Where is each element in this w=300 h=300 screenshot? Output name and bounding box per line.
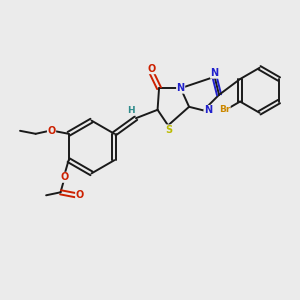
Text: O: O: [147, 64, 156, 74]
Text: N: N: [177, 83, 185, 93]
Text: N: N: [211, 68, 219, 78]
Text: N: N: [204, 105, 212, 116]
Text: Br: Br: [219, 106, 230, 115]
Text: O: O: [47, 126, 56, 136]
Text: O: O: [60, 172, 68, 182]
Text: H: H: [127, 106, 134, 115]
Text: O: O: [76, 190, 84, 200]
Text: S: S: [165, 125, 172, 135]
